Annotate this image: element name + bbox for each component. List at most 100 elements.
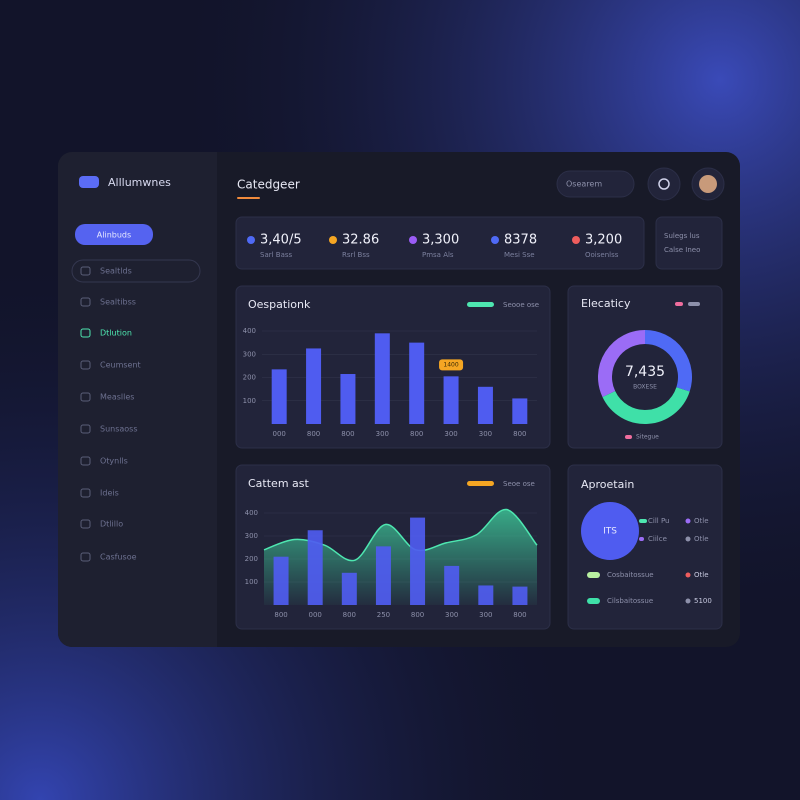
nav-active-box xyxy=(71,259,201,283)
stat-dot xyxy=(247,236,255,244)
y-tick-label: 300 xyxy=(245,532,258,540)
panel xyxy=(655,216,723,270)
bar xyxy=(512,586,528,605)
legend-label: Ciilce xyxy=(648,535,667,543)
brand-logo xyxy=(79,176,99,188)
y-tick-label: 400 xyxy=(243,327,256,335)
nav-item[interactable]: Ideis xyxy=(100,489,119,498)
x-tick-label: 800 xyxy=(411,611,424,619)
legend-swatch xyxy=(639,537,644,541)
bar xyxy=(477,386,493,424)
nav-icon xyxy=(80,488,91,498)
stat-label: Mesi Sse xyxy=(504,251,535,259)
nav-icon xyxy=(80,297,91,307)
nav-item[interactable]: Dtlillo xyxy=(100,520,123,529)
y-tick-label: 300 xyxy=(243,350,256,358)
nav-item[interactable]: Sunsaoss xyxy=(100,425,138,434)
legend-swatch xyxy=(467,302,494,307)
bar xyxy=(444,565,460,605)
progress-swatch xyxy=(587,572,600,578)
donut-center-label: BOXESE xyxy=(633,384,657,391)
chart-title: Oespationk xyxy=(248,298,311,311)
callout-label: 1400 xyxy=(443,361,458,368)
donut-legend: Sitegue xyxy=(636,434,659,441)
page-title: Catedgeer xyxy=(237,178,300,192)
nav-icon xyxy=(80,360,91,370)
legend-value: Otle xyxy=(694,517,709,525)
nav-icon xyxy=(80,392,91,402)
x-tick-label: 300 xyxy=(479,430,492,438)
x-tick-label: 300 xyxy=(444,430,457,438)
legend-label: Seoe ose xyxy=(503,480,535,488)
stat-label: Pmsa Als xyxy=(422,251,454,259)
stat-dot xyxy=(572,236,580,244)
nav-item[interactable]: Ceumsent xyxy=(100,361,141,370)
donut-segment xyxy=(644,330,692,392)
chart-title: Cattem ast xyxy=(248,477,309,490)
row-value: 5100 xyxy=(694,597,712,605)
badge-label: ITS xyxy=(603,527,617,537)
nav-item[interactable]: Otynlls xyxy=(100,457,128,466)
legend-swatch xyxy=(639,519,647,523)
x-tick-label: 300 xyxy=(479,611,492,619)
button-label: Alinbuds xyxy=(97,231,131,240)
bar xyxy=(478,585,494,605)
x-tick-label: 800 xyxy=(513,430,526,438)
chart-title: Elecaticy xyxy=(581,297,631,310)
row-label: Cosbaitossue xyxy=(607,571,654,579)
nav-item[interactable]: Sealtibss xyxy=(100,298,136,307)
bar xyxy=(375,546,391,605)
bar xyxy=(306,348,322,424)
avatar-face xyxy=(699,175,717,193)
nav-item[interactable]: Dtlution xyxy=(100,329,132,338)
side-stat: Sulegs lus xyxy=(664,232,700,240)
summary-badge xyxy=(581,502,639,560)
legend-swatch xyxy=(467,481,494,486)
nav-icon xyxy=(80,266,91,276)
bar xyxy=(374,333,390,424)
legend-label: Cill Pu xyxy=(648,517,669,525)
primary-button[interactable] xyxy=(75,224,153,245)
stat-value: 3,40/5 xyxy=(260,233,302,248)
nav-item[interactable]: Sealtlds xyxy=(100,267,132,276)
nav-item[interactable]: Measlles xyxy=(100,393,134,402)
stat-dot xyxy=(491,236,499,244)
stat-label: Rsrl Bss xyxy=(342,251,370,259)
stat-value: 32.86 xyxy=(342,233,379,248)
stat-dot xyxy=(329,236,337,244)
bar xyxy=(443,376,459,424)
x-tick-label: 000 xyxy=(273,430,286,438)
stat-label: Sarl Bass xyxy=(260,251,293,259)
x-tick-label: 800 xyxy=(274,611,287,619)
donut-segment xyxy=(602,386,690,424)
panel-title: Aproetain xyxy=(581,478,634,491)
row-label: Cilsbaitossue xyxy=(607,597,653,605)
notification-button[interactable] xyxy=(647,167,681,201)
nav-item[interactable]: Casfusoe xyxy=(100,553,137,562)
donut-segment xyxy=(598,330,646,398)
panel xyxy=(235,216,645,270)
legend-swatch xyxy=(688,302,700,306)
legend-dot xyxy=(685,536,691,542)
x-tick-label: 800 xyxy=(343,611,356,619)
bar xyxy=(340,374,356,424)
search-placeholder: Osearem xyxy=(566,180,602,189)
x-tick-label: 250 xyxy=(377,611,390,619)
x-tick-label: 800 xyxy=(307,430,320,438)
bar xyxy=(271,369,287,424)
stat-dot xyxy=(409,236,417,244)
x-tick-label: 800 xyxy=(341,430,354,438)
nav-icon xyxy=(80,519,91,529)
stat-value: 8378 xyxy=(504,233,537,248)
bar xyxy=(512,398,528,424)
legend-dot xyxy=(685,518,691,524)
donut-center-value: 7,435 xyxy=(625,364,665,380)
stat-value: 3,300 xyxy=(422,233,459,248)
search-box[interactable] xyxy=(556,170,635,198)
x-tick-label: 300 xyxy=(376,430,389,438)
row-dot xyxy=(685,598,691,604)
bar xyxy=(273,556,289,605)
progress-swatch xyxy=(587,598,600,604)
